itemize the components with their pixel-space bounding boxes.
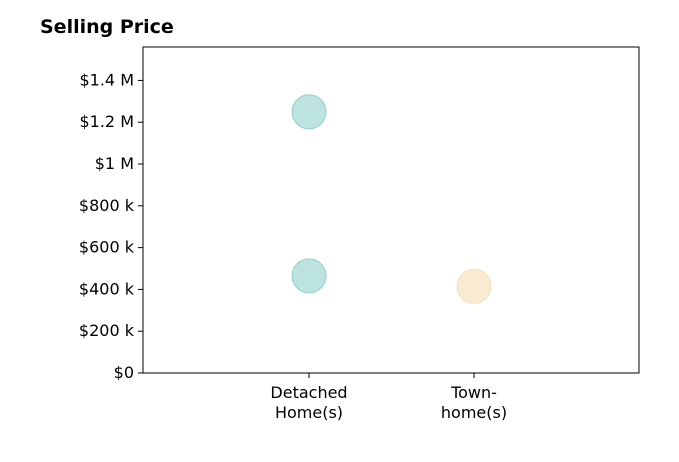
y-axis: $0 $200 k $400 k $600 k $800 k $1 M $1.2 M $1.4… bbox=[79, 70, 143, 382]
x-tick-label: home(s) bbox=[441, 403, 507, 422]
data-point bbox=[291, 258, 327, 294]
data-point bbox=[456, 268, 492, 304]
y-tick-label: $200 k bbox=[79, 321, 135, 340]
x-tick-label: Town- bbox=[450, 383, 497, 402]
y-tick-label: $0 bbox=[114, 363, 134, 382]
data-points bbox=[291, 94, 492, 304]
y-tick-label: $1.2 M bbox=[79, 112, 134, 131]
y-tick-label: $400 k bbox=[79, 279, 135, 298]
x-tick-label: Detached bbox=[270, 383, 347, 402]
x-tick-label: Home(s) bbox=[275, 403, 343, 422]
y-tick-label: $1 M bbox=[95, 154, 134, 173]
data-point bbox=[291, 94, 327, 130]
y-tick-label: $800 k bbox=[79, 196, 135, 215]
y-tick-label: $600 k bbox=[79, 238, 135, 257]
plot-frame bbox=[142, 46, 640, 374]
chart-title: Selling Price bbox=[40, 16, 174, 38]
y-tick-label: $1.4 M bbox=[79, 70, 134, 89]
